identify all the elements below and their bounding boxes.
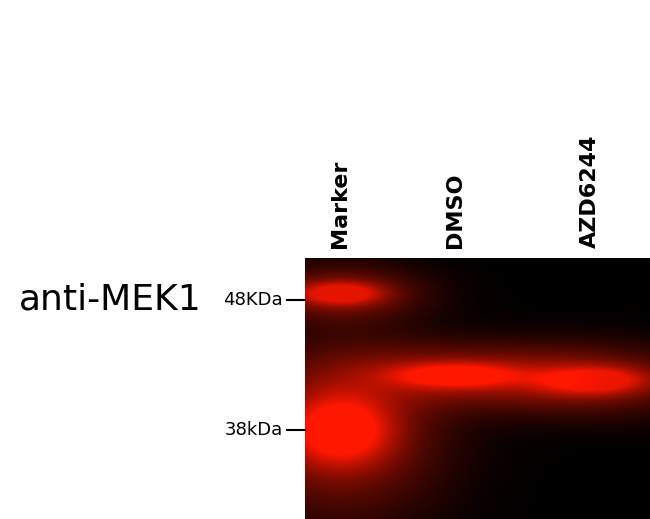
Text: AZD6244: AZD6244 [580,134,600,248]
Text: Marker: Marker [330,160,350,248]
Text: DMSO: DMSO [445,172,465,248]
Text: anti-MEK1: anti-MEK1 [19,283,201,317]
Text: 48KDa: 48KDa [224,291,283,309]
Text: 38kDa: 38kDa [225,421,283,439]
Bar [305,258,650,519]
